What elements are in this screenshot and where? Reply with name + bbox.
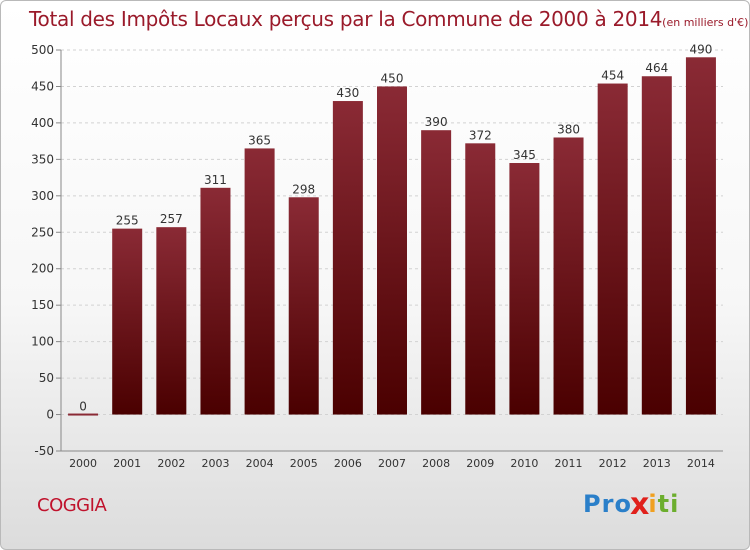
y-tick-label: -50 xyxy=(34,444,54,458)
bar xyxy=(641,76,672,415)
value-label: 430 xyxy=(336,86,359,100)
value-label: 372 xyxy=(469,128,492,142)
brand-letter: o xyxy=(614,490,632,518)
value-label: 390 xyxy=(425,115,448,129)
x-tick-label: 2010 xyxy=(510,457,538,470)
value-label: 257 xyxy=(160,212,183,226)
bar xyxy=(200,187,231,415)
x-tick-label: 2014 xyxy=(687,457,715,470)
x-tick-label: 2008 xyxy=(422,457,450,470)
bar xyxy=(685,57,716,415)
value-label: 255 xyxy=(116,214,139,228)
x-tick-label: 2002 xyxy=(157,457,185,470)
value-label: 345 xyxy=(513,148,536,162)
y-tick-label: 50 xyxy=(39,371,54,385)
x-axis: 2000 2001 2002 2003 2004 2005 2006 2007 2008 2009… xyxy=(61,450,723,470)
bar xyxy=(509,163,540,415)
bar xyxy=(377,86,407,415)
value-label: 0 xyxy=(79,400,87,414)
bar xyxy=(421,130,452,415)
y-tick-label: 150 xyxy=(31,298,54,312)
brand-letter: t xyxy=(657,490,671,518)
x-tick-label: 2006 xyxy=(334,457,362,470)
value-label: 490 xyxy=(689,42,712,56)
x-tick-label: 2003 xyxy=(201,457,229,470)
brand-letter: r xyxy=(601,490,615,518)
bar xyxy=(288,197,319,415)
y-tick-label: 500 xyxy=(31,43,54,57)
commune-name: COGGIA xyxy=(37,495,107,516)
value-label: 454 xyxy=(601,69,624,83)
value-label: 298 xyxy=(292,182,315,196)
brand-letter: i xyxy=(670,490,680,518)
value-label: 450 xyxy=(381,71,404,85)
value-labels: 0 255 257 311 365 298 430 450 390 372 345 380 454 464… xyxy=(79,42,712,413)
title-text: Total des Impôts Locaux perçus par la Co… xyxy=(29,7,663,31)
bar xyxy=(597,83,628,415)
brand-letter: P xyxy=(583,490,602,518)
x-tick-label: 2013 xyxy=(643,457,671,470)
unit-label: (en milliers d'€) xyxy=(662,16,749,29)
x-tick-label: 2007 xyxy=(378,457,406,470)
x-tick-label: 2012 xyxy=(599,457,627,470)
bar xyxy=(465,143,496,415)
y-tick-label: 400 xyxy=(31,116,54,130)
bar xyxy=(332,101,363,415)
bar xyxy=(244,148,275,415)
proxiti-logo[interactable]: Proxiti xyxy=(583,487,680,522)
bars xyxy=(68,57,716,416)
y-tick-label: 250 xyxy=(31,225,54,239)
bar xyxy=(68,413,99,416)
y-tick-label: 450 xyxy=(31,79,54,93)
brand-letter: x xyxy=(629,486,651,522)
value-label: 380 xyxy=(557,122,580,136)
y-tick-label: 300 xyxy=(31,189,54,203)
y-tick-label: 100 xyxy=(31,335,54,349)
x-tick-label: 2011 xyxy=(555,457,583,470)
bar xyxy=(553,137,584,415)
brand-letter: i xyxy=(648,490,658,518)
value-label: 311 xyxy=(204,173,227,187)
y-tick-label: 200 xyxy=(31,262,54,276)
x-tick-label: 2005 xyxy=(290,457,318,470)
value-label: 365 xyxy=(248,133,271,147)
y-axis: -50 0 50 100 150 200 250 300 350 400 450 500 xyxy=(31,43,62,458)
x-tick-label: 2004 xyxy=(246,457,274,470)
x-tick-label: 2001 xyxy=(113,457,141,470)
bar xyxy=(112,228,143,415)
chart-title: Total des Impôts Locaux perçus par la Co… xyxy=(29,7,748,31)
x-tick-label: 2009 xyxy=(466,457,494,470)
y-tick-label: 0 xyxy=(46,408,54,422)
bar xyxy=(156,227,187,415)
x-tick-label: 2000 xyxy=(69,457,97,470)
value-label: 464 xyxy=(645,61,668,75)
y-tick-label: 350 xyxy=(31,152,54,166)
